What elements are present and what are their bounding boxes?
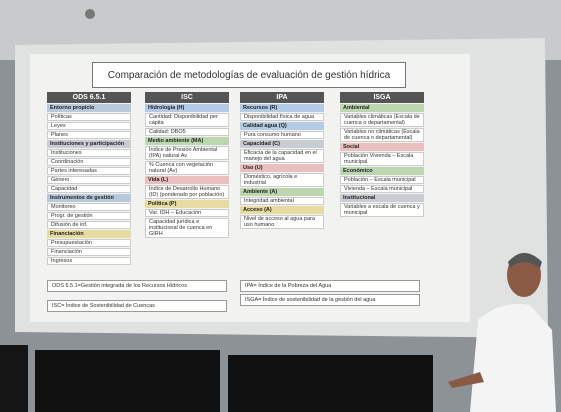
item: Políticas bbox=[47, 113, 131, 121]
section-title: Vida (L) bbox=[145, 176, 229, 184]
item: Pura consumo humano bbox=[240, 131, 324, 139]
item: Variables climáticas (Escala de cuenca o… bbox=[340, 113, 424, 127]
section-title: Acceso (A) bbox=[240, 206, 324, 214]
person-hand bbox=[448, 372, 484, 388]
item: Doméstico, agrícola e industrial bbox=[240, 173, 324, 187]
camera bbox=[85, 9, 95, 19]
footnote: ODS 6.5.1=Gestión integrada de los Recur… bbox=[47, 280, 227, 292]
section-title: Recursos (R) bbox=[240, 104, 324, 112]
footnote: ISC= Índice de Sostenibilidad de Cuencas bbox=[47, 300, 227, 312]
item: Integridad ambiental bbox=[240, 197, 324, 205]
item: Índice de Desarrollo Humano (ID) (ponder… bbox=[145, 185, 229, 199]
item: Planes bbox=[47, 131, 131, 139]
item: Leyes bbox=[47, 122, 131, 130]
column-header: ODS 6.5.1 bbox=[47, 92, 131, 103]
item: Capacidad jurídica e institucional de cu… bbox=[145, 218, 229, 238]
item: Variables a escala de cuenca y municipal bbox=[340, 203, 424, 217]
item: Calidad: DBO5 bbox=[145, 128, 229, 136]
section-title: Social bbox=[340, 143, 424, 151]
item: Coordinación bbox=[47, 158, 131, 166]
item: Partes interesadas bbox=[47, 167, 131, 175]
item: Población – Escala municipal bbox=[340, 176, 424, 184]
item: Financiación bbox=[47, 248, 131, 256]
slide-title: Comparación de metodologías de evaluació… bbox=[92, 62, 406, 88]
item: Eficacia de la capacidad en el manejo de… bbox=[240, 149, 324, 163]
item: Vivienda – Escala municipal bbox=[340, 185, 424, 193]
item: Presupuestación bbox=[47, 239, 131, 247]
item: Difusión de inf. bbox=[47, 221, 131, 229]
item: Población Vivienda – Escala municipal bbox=[340, 152, 424, 166]
item: Instituciones bbox=[47, 149, 131, 157]
section-title: Ambiental bbox=[340, 104, 424, 112]
column-header: ISGA bbox=[340, 92, 424, 103]
item: Género bbox=[47, 176, 131, 184]
section-title: Ambiente (A) bbox=[240, 188, 324, 196]
section-title: Instrumentos de gestión bbox=[47, 194, 131, 202]
item: Capacidad bbox=[47, 185, 131, 193]
column: ISGA Ambiental Variables climáticas (Escal… bbox=[340, 92, 424, 217]
item: Nivel de acceso al agua para uso humano bbox=[240, 215, 324, 229]
person-shirt bbox=[470, 304, 556, 412]
footnote: IPA= Índice de la Pobreza del Agua bbox=[240, 280, 420, 292]
item: Var. IDH – Educación bbox=[145, 209, 229, 217]
footnote: ISGA= Índice de sostenibilidad de la ges… bbox=[240, 294, 420, 306]
column-header: ISC bbox=[145, 92, 229, 103]
item: Disponibilidad física de agua bbox=[240, 113, 324, 121]
item: % Cuenca con vegetación natural (Av) bbox=[145, 161, 229, 175]
section-title: Financiación bbox=[47, 230, 131, 238]
item: Ingresos bbox=[47, 257, 131, 265]
section-title: Instituciones y participación bbox=[47, 140, 131, 148]
column: ISC Hidrología (H) Cantidad: Disponibilida… bbox=[145, 92, 229, 238]
section-title: Uso (U) bbox=[240, 164, 324, 172]
item: Progr. de gestión bbox=[47, 212, 131, 220]
section-title: Calidad agua (Q) bbox=[240, 122, 324, 130]
item: Cantidad: Disponibilidad per cápita bbox=[145, 113, 229, 127]
section-title: Capacidad (C) bbox=[240, 140, 324, 148]
column: IPA Recursos (R) Disponibilidad física de … bbox=[240, 92, 324, 229]
section-title: Económico bbox=[340, 167, 424, 175]
section-title: Política (P) bbox=[145, 200, 229, 208]
section-title: Medio ambiente (MA) bbox=[145, 137, 229, 145]
person-hair bbox=[508, 253, 542, 268]
section-title: Institucional bbox=[340, 194, 424, 202]
item: Monitoreo bbox=[47, 203, 131, 211]
item: Índice de Presión Ambiental (IPA) natura… bbox=[145, 146, 229, 160]
column: ODS 6.5.1 Entorno propicio Políticas Leyes P… bbox=[47, 92, 131, 265]
column-header: IPA bbox=[240, 92, 324, 103]
monitor bbox=[0, 345, 28, 412]
section-title: Hidrología (H) bbox=[145, 104, 229, 112]
item: Variables no climáticas (Escala de cuenc… bbox=[340, 128, 424, 142]
monitor bbox=[228, 355, 433, 412]
monitor bbox=[35, 350, 220, 412]
section-title: Entorno propicio bbox=[47, 104, 131, 112]
slide: Comparación de metodologías de evaluació… bbox=[30, 54, 470, 322]
